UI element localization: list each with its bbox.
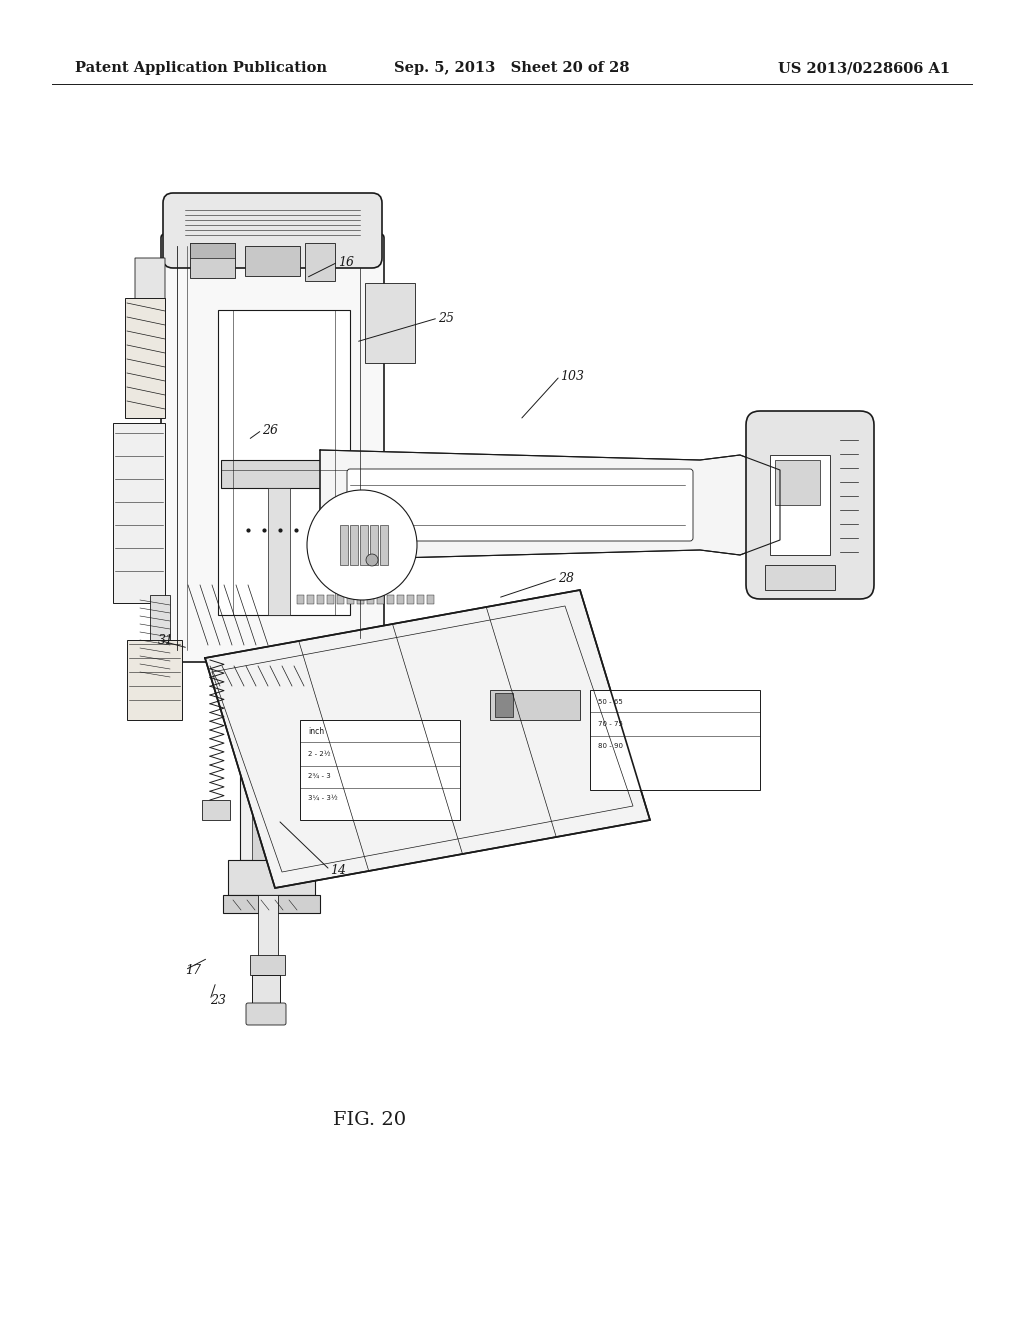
Bar bbox=[365, 282, 415, 363]
Bar bbox=[252, 657, 267, 861]
Text: 17: 17 bbox=[185, 964, 201, 977]
Text: 2 - 2½: 2 - 2½ bbox=[308, 751, 331, 756]
FancyBboxPatch shape bbox=[246, 1003, 286, 1026]
Bar bbox=[297, 595, 304, 605]
Text: FIG. 20: FIG. 20 bbox=[334, 1111, 407, 1129]
Bar bbox=[218, 310, 350, 615]
Text: 14: 14 bbox=[330, 863, 346, 876]
Bar bbox=[250, 954, 285, 975]
Bar bbox=[150, 595, 170, 660]
Bar bbox=[307, 595, 314, 605]
Bar bbox=[495, 693, 513, 717]
Bar bbox=[397, 595, 404, 605]
Text: 3¼ - 3½: 3¼ - 3½ bbox=[308, 795, 338, 801]
Bar bbox=[407, 595, 414, 605]
Bar bbox=[202, 800, 230, 820]
Text: 2¾ - 3: 2¾ - 3 bbox=[308, 774, 331, 779]
Bar bbox=[350, 525, 358, 565]
Text: 16: 16 bbox=[338, 256, 354, 268]
Bar bbox=[258, 895, 278, 960]
Bar bbox=[370, 525, 378, 565]
Bar bbox=[377, 595, 384, 605]
Bar bbox=[357, 595, 364, 605]
Circle shape bbox=[366, 554, 378, 566]
Bar bbox=[775, 459, 820, 506]
Text: 26: 26 bbox=[262, 424, 278, 437]
Bar bbox=[305, 243, 335, 281]
Bar bbox=[765, 565, 835, 590]
FancyBboxPatch shape bbox=[163, 193, 382, 268]
Text: US 2013/0228606 A1: US 2013/0228606 A1 bbox=[778, 61, 950, 75]
Bar bbox=[228, 861, 315, 895]
FancyBboxPatch shape bbox=[746, 411, 874, 599]
Bar bbox=[113, 422, 165, 603]
FancyBboxPatch shape bbox=[161, 234, 384, 663]
Polygon shape bbox=[205, 590, 650, 888]
Bar bbox=[317, 595, 324, 605]
Bar bbox=[367, 595, 374, 605]
Bar bbox=[327, 595, 334, 605]
Bar bbox=[337, 595, 344, 605]
Text: 80 - 90: 80 - 90 bbox=[598, 743, 623, 748]
Text: Patent Application Publication: Patent Application Publication bbox=[75, 61, 327, 75]
Bar bbox=[125, 298, 165, 418]
Bar bbox=[300, 719, 460, 820]
Bar bbox=[417, 595, 424, 605]
Bar bbox=[221, 459, 347, 488]
Circle shape bbox=[307, 490, 417, 601]
Bar bbox=[252, 975, 280, 1010]
Bar bbox=[190, 243, 234, 257]
Bar bbox=[360, 525, 368, 565]
Bar bbox=[223, 895, 319, 913]
Bar bbox=[387, 595, 394, 605]
Bar bbox=[268, 488, 290, 615]
Bar bbox=[347, 595, 354, 605]
Text: inch: inch bbox=[308, 727, 325, 737]
Polygon shape bbox=[135, 257, 165, 327]
Text: 70 - 75: 70 - 75 bbox=[598, 721, 623, 727]
Text: 28: 28 bbox=[558, 572, 574, 585]
Text: 50 - 65: 50 - 65 bbox=[598, 700, 623, 705]
Text: 31: 31 bbox=[158, 634, 174, 647]
Polygon shape bbox=[319, 450, 780, 560]
FancyBboxPatch shape bbox=[347, 469, 693, 541]
Bar bbox=[770, 455, 830, 554]
Bar bbox=[380, 525, 388, 565]
Bar bbox=[283, 668, 295, 810]
Text: 103: 103 bbox=[560, 370, 584, 383]
Bar bbox=[590, 690, 760, 789]
Bar bbox=[240, 657, 308, 861]
Bar bbox=[340, 525, 348, 565]
Bar bbox=[190, 243, 234, 279]
Bar bbox=[127, 640, 182, 719]
Bar bbox=[427, 595, 434, 605]
Text: 25: 25 bbox=[438, 312, 454, 325]
Text: 23: 23 bbox=[210, 994, 226, 1006]
Text: Sep. 5, 2013   Sheet 20 of 28: Sep. 5, 2013 Sheet 20 of 28 bbox=[394, 61, 630, 75]
Bar bbox=[245, 246, 300, 276]
Bar bbox=[490, 690, 580, 719]
